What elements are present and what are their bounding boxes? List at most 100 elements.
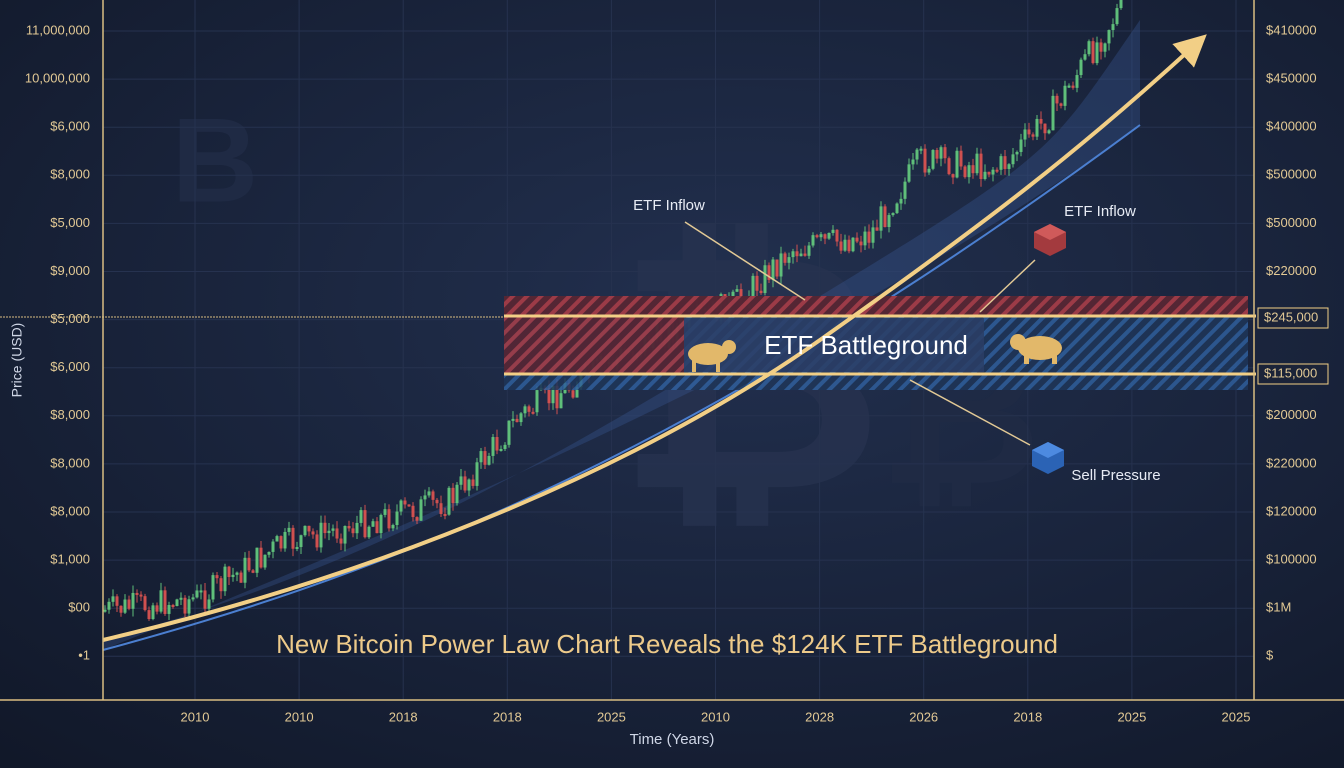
candle-body <box>1067 85 1071 88</box>
candle-body <box>191 597 195 600</box>
candle-body <box>891 213 895 216</box>
candle-body <box>343 526 347 544</box>
candle-body <box>815 235 819 238</box>
candle-body <box>107 601 111 610</box>
candle-body <box>259 547 263 568</box>
candle-body <box>947 158 951 175</box>
candle-body <box>531 411 535 414</box>
annotation: ETF Inflow <box>633 197 705 214</box>
candle-body <box>127 599 131 609</box>
annotation-line <box>684 221 806 301</box>
candle-body <box>555 385 559 409</box>
x-tick-label: 2028 <box>805 709 834 724</box>
y-tick-label: •1 <box>78 648 90 663</box>
resistance-zone <box>504 296 1248 316</box>
candle-body <box>479 451 483 463</box>
y-tick-label: $00 <box>68 600 90 615</box>
candle-body <box>731 291 735 297</box>
y-tick-label: $8,000 <box>50 503 90 518</box>
y-tick-label: $8,000 <box>50 167 90 182</box>
candle-body <box>359 510 363 523</box>
candle-body <box>1075 75 1079 88</box>
candle-body <box>371 521 375 527</box>
candle-body <box>839 241 843 251</box>
candle-body <box>319 522 323 548</box>
candle-body <box>379 514 383 534</box>
candle-body <box>383 509 387 515</box>
candle-body <box>207 599 211 609</box>
resistance-zone <box>504 316 684 374</box>
candle-body <box>767 265 771 280</box>
candle-body <box>1119 0 1123 9</box>
candle-body <box>375 521 379 534</box>
candle-body <box>519 413 523 423</box>
annotation-line <box>909 379 1031 446</box>
candle-body <box>1043 123 1047 134</box>
candle-body <box>859 241 863 246</box>
candle-body <box>827 232 831 239</box>
y-tick-label: $5,000 <box>50 311 90 326</box>
candle-body <box>1071 85 1075 88</box>
y-tick-label: $9,000 <box>50 263 90 278</box>
candle-body <box>751 275 755 296</box>
y-tick-label: 10,000,000 <box>25 71 90 86</box>
candle-body <box>483 451 487 465</box>
y2-tick-label: $220000 <box>1266 455 1317 470</box>
candle-body <box>739 289 743 301</box>
candle-body <box>111 596 115 602</box>
candle-body <box>363 510 367 538</box>
x-tick-label: 2025 <box>1222 709 1251 724</box>
candle-body <box>495 437 499 451</box>
candle-body <box>443 513 447 516</box>
candle-body <box>451 487 455 504</box>
candle-body <box>851 237 855 252</box>
candle-body <box>527 406 531 412</box>
candle-body <box>1107 30 1111 44</box>
candle-body <box>307 525 311 532</box>
bitcoin-watermark: B <box>172 94 259 228</box>
x-axis-title: Time (Years) <box>630 731 715 748</box>
y2-tick-label: $500000 <box>1266 167 1317 182</box>
candle-body <box>823 234 827 239</box>
candle-body <box>967 165 971 178</box>
y2-tick-label: $500000 <box>1266 215 1317 230</box>
candle-body <box>759 290 763 294</box>
candle-body <box>855 237 859 242</box>
candle-body <box>955 150 959 178</box>
candle-body <box>199 590 203 593</box>
candle-body <box>175 599 179 606</box>
candle-body <box>215 575 219 579</box>
annotation: ETF Inflow <box>1064 203 1136 220</box>
candle-body <box>807 245 811 256</box>
candle-body <box>399 500 403 512</box>
candle-body <box>931 150 935 169</box>
y-tick-label: 11,000,000 <box>26 22 90 37</box>
candle-body <box>431 491 435 500</box>
candle-body <box>299 535 303 548</box>
candle-body <box>943 147 947 159</box>
candle-body <box>875 227 879 231</box>
candle-body <box>315 534 319 548</box>
candle-body <box>787 257 791 263</box>
candle-body <box>247 557 251 571</box>
candle-body <box>407 504 411 507</box>
candle-body <box>927 168 931 173</box>
candle-body <box>843 239 847 251</box>
y2-tick-label: $220000 <box>1266 263 1317 278</box>
candle-body <box>771 259 775 280</box>
lower-band-line <box>102 124 1141 651</box>
axis-labels: 11,000,000 10,000,000 $6,000 $8,000 $5,000 $9… <box>25 22 1329 724</box>
candle-body <box>147 610 151 620</box>
y2-tick-label: $200000 <box>1266 407 1317 422</box>
candle-body <box>467 479 471 491</box>
candle-body <box>231 574 235 578</box>
red-cube <box>1034 224 1066 256</box>
candle-body <box>123 599 127 613</box>
candle-body <box>331 528 335 531</box>
candle-body <box>347 526 351 529</box>
candle-body <box>995 169 999 172</box>
candle-body <box>447 487 451 515</box>
candle-body <box>991 169 995 175</box>
candle-body <box>139 594 143 597</box>
